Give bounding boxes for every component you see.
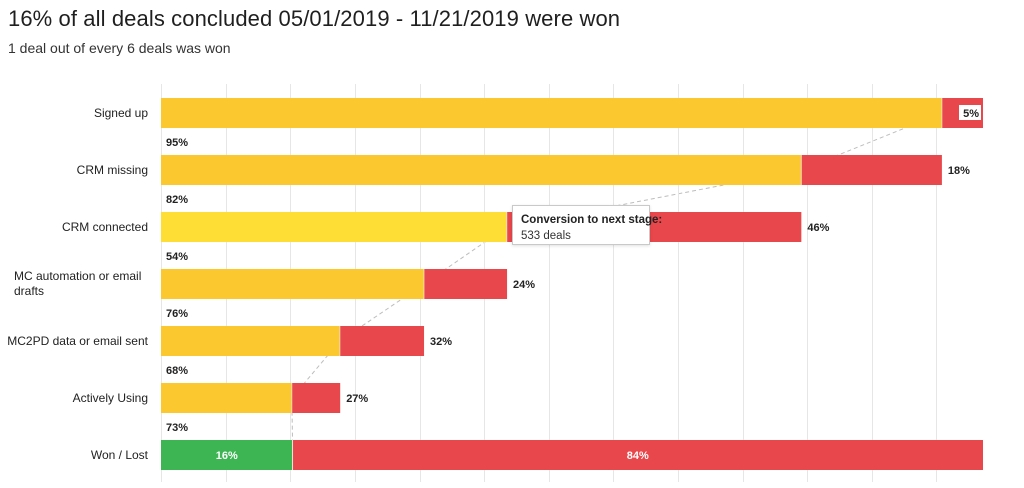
drop-label: 18% bbox=[948, 165, 970, 177]
conversion-label: 82% bbox=[166, 194, 188, 206]
category-label: CRM connected bbox=[62, 220, 148, 234]
dropped-bar bbox=[291, 383, 341, 413]
category-label: Won / Lost bbox=[91, 448, 149, 462]
drop-label-background bbox=[959, 105, 981, 120]
dropped-bar bbox=[339, 326, 425, 356]
category-label: drafts bbox=[14, 284, 44, 298]
chart-title: 16% of all deals concluded 05/01/2019 - … bbox=[8, 6, 621, 31]
tooltip-value: 533 deals bbox=[521, 230, 571, 242]
drop-label: 46% bbox=[807, 222, 829, 234]
passed-bar bbox=[161, 383, 292, 413]
category-label: CRM missing bbox=[77, 163, 148, 177]
passed-bar bbox=[161, 326, 340, 356]
passed-bar bbox=[161, 269, 425, 299]
tooltip-pointer bbox=[508, 222, 513, 232]
category-label: Actively Using bbox=[73, 391, 148, 405]
category-label: MC2PD data or email sent bbox=[7, 334, 148, 348]
drop-label: 32% bbox=[430, 336, 452, 348]
tooltip-title: Conversion to next stage: bbox=[521, 214, 663, 226]
conversion-label: 73% bbox=[166, 422, 188, 434]
passed-bar bbox=[161, 155, 802, 185]
won-bar bbox=[161, 440, 293, 470]
chart-subtitle: 1 deal out of every 6 deals was won bbox=[8, 40, 231, 56]
dropped-bar bbox=[424, 269, 508, 299]
passed-bar bbox=[161, 98, 942, 128]
dropped-bar bbox=[801, 155, 942, 185]
conversion-tooltip: Conversion to next stage: 533 deals bbox=[512, 205, 663, 245]
passed-bar bbox=[161, 212, 507, 242]
conversion-label: 54% bbox=[166, 251, 188, 263]
category-label: Signed up bbox=[94, 106, 148, 120]
category-label: MC automation or email bbox=[14, 269, 141, 283]
lost-label: 84% bbox=[627, 450, 649, 462]
drop-label: 5% bbox=[963, 108, 979, 120]
won-label: 16% bbox=[216, 450, 238, 462]
lost-bar bbox=[292, 440, 983, 470]
drop-label: 24% bbox=[513, 279, 535, 291]
conversion-label: 76% bbox=[166, 308, 188, 320]
conversion-label: 95% bbox=[166, 137, 188, 149]
conversion-label: 68% bbox=[166, 365, 188, 377]
drop-label: 27% bbox=[346, 393, 368, 405]
